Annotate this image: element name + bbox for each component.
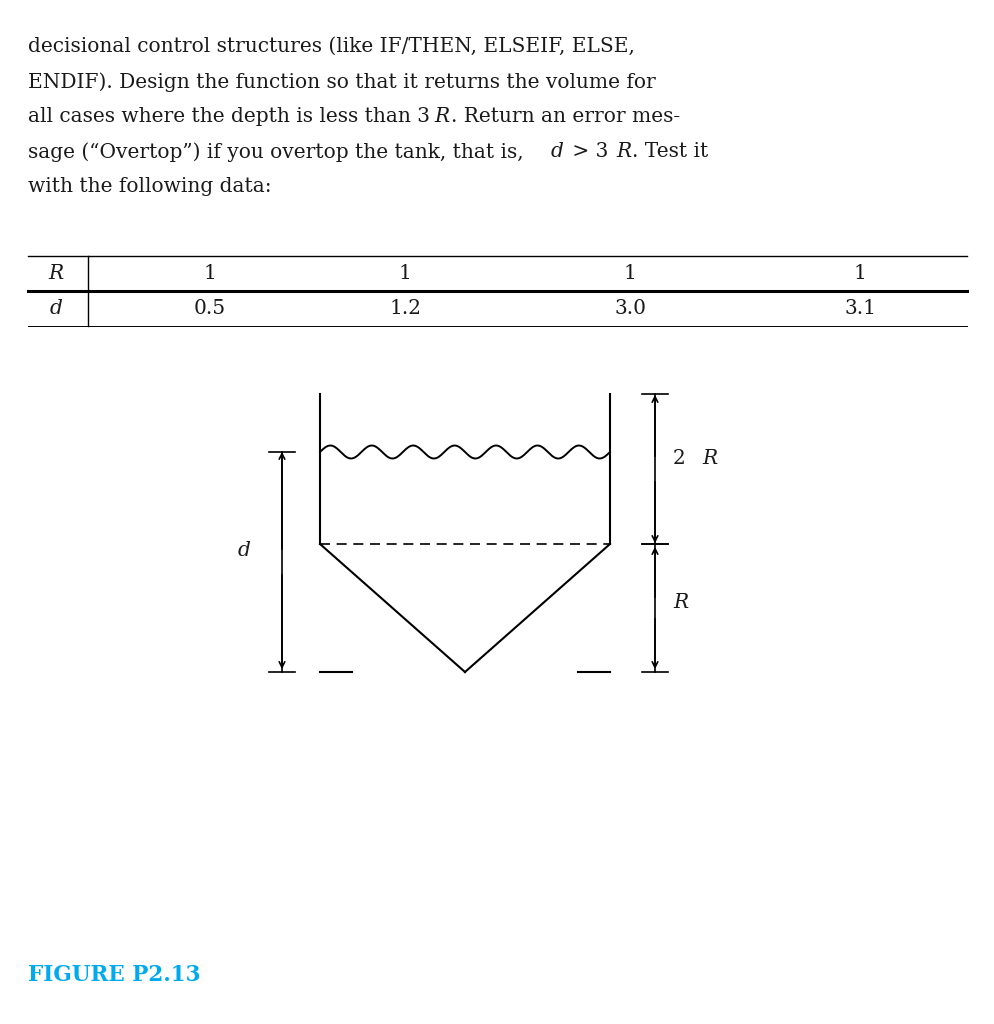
Text: FIGURE P2.13: FIGURE P2.13 — [28, 964, 201, 986]
Text: 1.2: 1.2 — [389, 299, 420, 318]
Text: 1: 1 — [853, 264, 866, 283]
Text: 0.5: 0.5 — [194, 299, 226, 318]
Text: d: d — [50, 299, 63, 318]
Text: R: R — [616, 142, 631, 161]
Text: . Test it: . Test it — [631, 142, 708, 161]
Text: R: R — [672, 594, 688, 612]
Text: d: d — [238, 541, 250, 559]
Text: all cases where the depth is less than 3: all cases where the depth is less than 3 — [28, 106, 429, 126]
Text: > 3: > 3 — [565, 142, 607, 161]
Text: ENDIF). Design the function so that it returns the volume for: ENDIF). Design the function so that it r… — [28, 72, 655, 92]
Text: 1: 1 — [399, 264, 412, 283]
Text: R: R — [702, 450, 717, 469]
Text: sage (“Overtop”) if you overtop the tank, that is,: sage (“Overtop”) if you overtop the tank… — [28, 142, 530, 162]
Text: decisional control structures (like IF/THEN, ELSEIF, ELSE,: decisional control structures (like IF/T… — [28, 37, 634, 56]
Text: 3.0: 3.0 — [613, 299, 645, 318]
Text: d: d — [550, 142, 563, 161]
Text: R: R — [49, 264, 64, 283]
Text: 3.1: 3.1 — [843, 299, 875, 318]
Text: 2: 2 — [672, 450, 685, 469]
Text: with the following data:: with the following data: — [28, 177, 271, 196]
Text: 1: 1 — [204, 264, 217, 283]
Text: . Return an error mes-: . Return an error mes- — [450, 106, 680, 126]
Text: 1: 1 — [623, 264, 636, 283]
Text: R: R — [434, 106, 449, 126]
